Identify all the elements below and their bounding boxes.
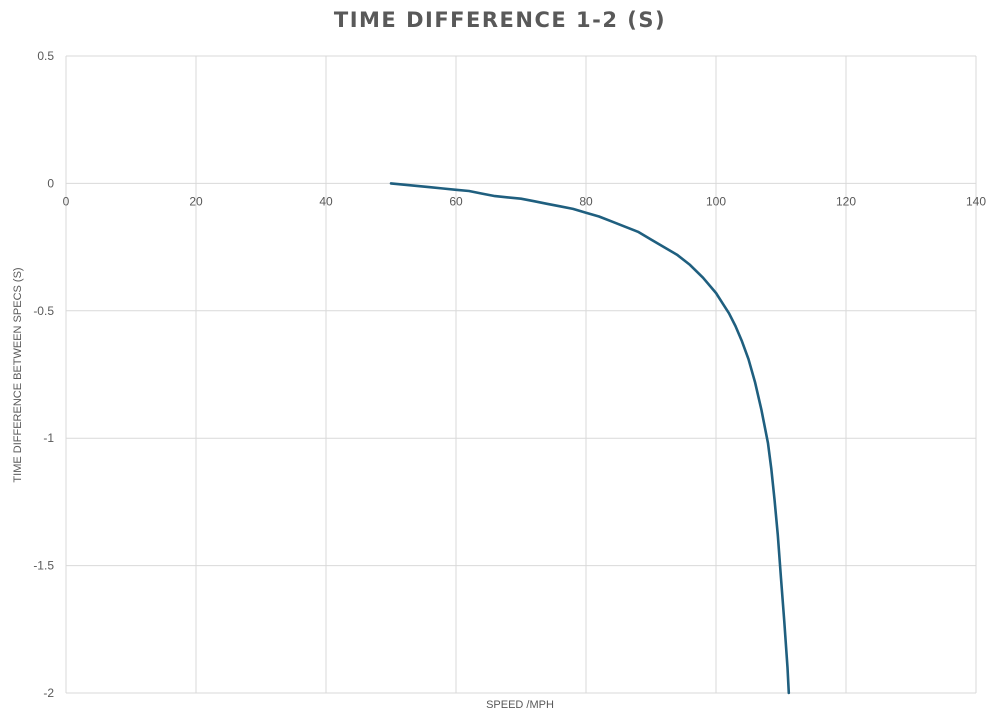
x-tick-label: 40 [319,194,333,208]
x-tick-label: 120 [836,194,856,208]
y-tick-label: 0 [47,176,54,190]
grid [65,55,977,694]
series-layer [389,182,791,695]
chart-title: TIME DIFFERENCE 1-2 (S) [333,8,667,32]
y-axis-title: TIME DIFFERENCE BETWEEN SPECS (S) [12,267,24,482]
y-tick-label: -1.5 [33,559,54,573]
x-axis-title: SPEED /MPH [486,699,554,711]
x-tick-label: 60 [449,194,463,208]
x-tick-label: 80 [579,194,593,208]
y-tick-label: -0.5 [33,304,54,318]
x-tick-label: 0 [63,194,70,208]
y-tick-label: -2 [43,686,54,700]
x-tick-label: 20 [189,194,203,208]
x-tick-label: 100 [706,194,726,208]
series-line [389,182,791,695]
y-tick-label: -1 [43,431,54,445]
tick-labels: 0 20 40 60 80 100 120 140 0.5 0 -0.5 -1 -1.5 -2 [33,49,986,700]
y-tick-label: 0.5 [37,49,54,63]
x-tick-label: 140 [966,194,986,208]
